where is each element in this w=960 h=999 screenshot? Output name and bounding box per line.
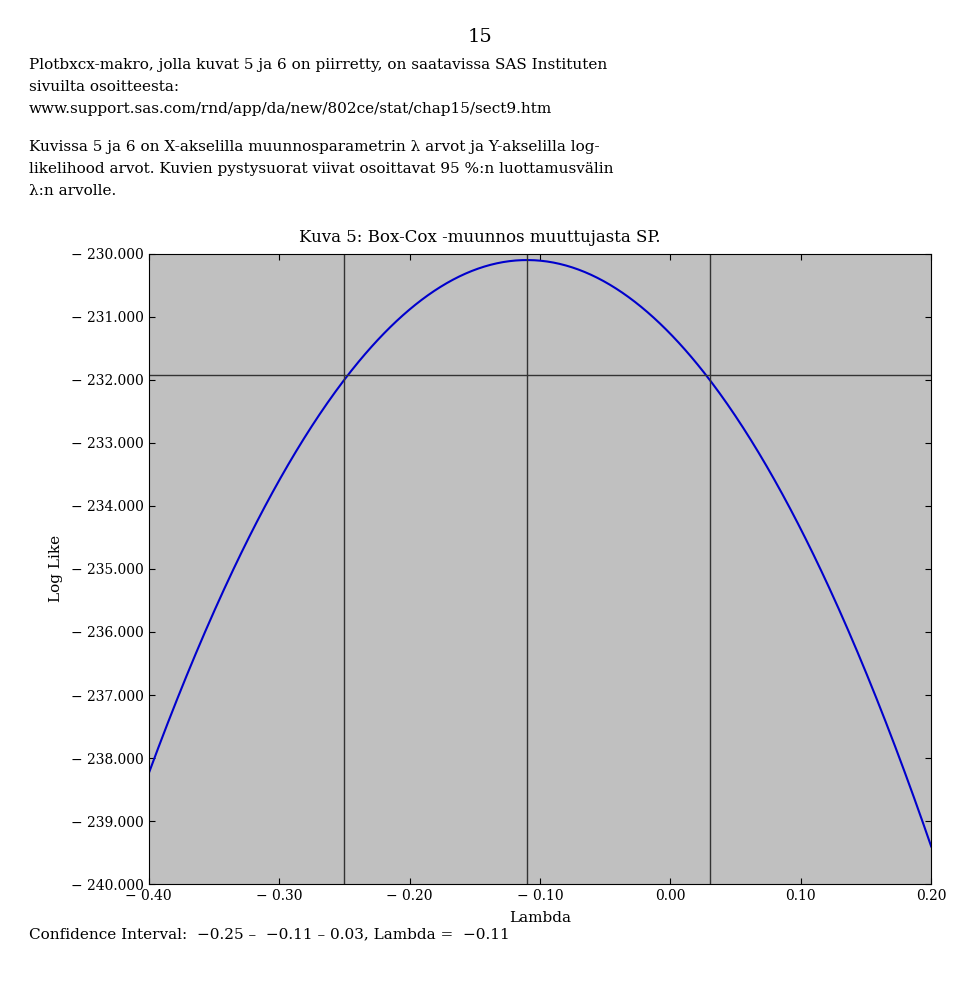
Text: 15: 15	[468, 28, 492, 46]
Text: Kuvissa 5 ja 6 on X-akselilla muunnosparametrin λ arvot ja Y-akselilla log-: Kuvissa 5 ja 6 on X-akselilla muunnospar…	[29, 140, 599, 154]
Text: likelihood arvot. Kuvien pystysuorat viivat osoittavat 95 %:n luottamusvälin: likelihood arvot. Kuvien pystysuorat vii…	[29, 162, 613, 176]
Text: Confidence Interval:  −0.25 –  −0.11 – 0.03, Lambda =  −0.11: Confidence Interval: −0.25 – −0.11 – 0.0…	[29, 927, 510, 941]
Text: Kuva 5: Box-Cox -muunnos muuttujasta SP.: Kuva 5: Box-Cox -muunnos muuttujasta SP.	[300, 229, 660, 246]
Text: λ:n arvolle.: λ:n arvolle.	[29, 184, 116, 198]
X-axis label: Lambda: Lambda	[509, 911, 571, 925]
Y-axis label: Log Like: Log Like	[49, 535, 62, 602]
Text: sivuilta osoitteesta:: sivuilta osoitteesta:	[29, 80, 179, 94]
Text: www.support.sas.com/rnd/app/da/new/802ce/stat/chap15/sect9.htm: www.support.sas.com/rnd/app/da/new/802ce…	[29, 102, 552, 116]
Text: Plotbxcx-makro, jolla kuvat 5 ja 6 on piirretty, on saatavissa SAS Instituten: Plotbxcx-makro, jolla kuvat 5 ja 6 on pi…	[29, 58, 607, 72]
